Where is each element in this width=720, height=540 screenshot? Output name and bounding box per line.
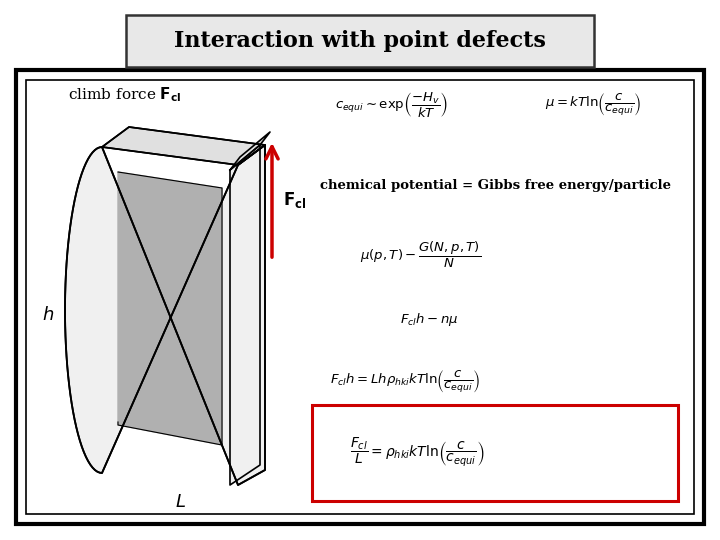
Text: climb force $\mathbf{F_{cl}}$: climb force $\mathbf{F_{cl}}$ [68,86,181,104]
Polygon shape [230,132,270,170]
Text: $\dfrac{F_{cl}}{L} = \rho_{hki}kT\ln\!\left(\dfrac{c}{c_{equi}}\right)$: $\dfrac{F_{cl}}{L} = \rho_{hki}kT\ln\!\l… [350,435,485,469]
FancyBboxPatch shape [126,15,594,67]
Text: $c_{equi} \sim \exp\!\left(\dfrac{-H_v}{kT}\right)$: $c_{equi} \sim \exp\!\left(\dfrac{-H_v}{… [335,90,448,120]
Text: $F_{cl}h - n\mu$: $F_{cl}h - n\mu$ [400,312,459,328]
Text: $\mu(p,T) - \dfrac{G(N,p,T)}{N}$: $\mu(p,T) - \dfrac{G(N,p,T)}{N}$ [360,240,481,270]
Text: chemical potential = Gibbs free energy/particle: chemical potential = Gibbs free energy/p… [320,179,671,192]
Text: $L$: $L$ [174,493,186,511]
FancyBboxPatch shape [16,70,704,524]
Text: $\mathbf{F_{cl}}$: $\mathbf{F_{cl}}$ [283,190,307,210]
Polygon shape [230,145,260,485]
Text: $h$: $h$ [42,306,54,324]
Text: Interaction with point defects: Interaction with point defects [174,30,546,52]
Text: $F_{cl}h = Lh\rho_{hki}kT\ln\!\left(\dfrac{c}{c_{equi}}\right)$: $F_{cl}h = Lh\rho_{hki}kT\ln\!\left(\dfr… [330,369,480,395]
Polygon shape [102,127,265,165]
Polygon shape [118,172,222,445]
Polygon shape [65,145,265,485]
FancyBboxPatch shape [312,405,678,501]
Text: $\mu = kT\ln\!\left(\dfrac{c}{c_{equi}}\right)$: $\mu = kT\ln\!\left(\dfrac{c}{c_{equi}}\… [545,92,642,118]
